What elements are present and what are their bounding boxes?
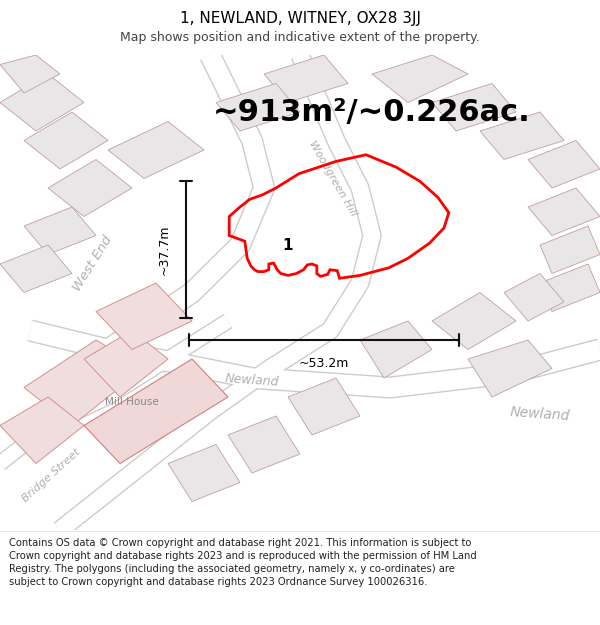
Polygon shape [108, 121, 204, 179]
Polygon shape [0, 397, 84, 464]
Polygon shape [84, 359, 228, 464]
Text: ~913m²/~0.226ac.: ~913m²/~0.226ac. [213, 98, 531, 126]
Polygon shape [504, 274, 564, 321]
Polygon shape [432, 84, 516, 131]
Polygon shape [540, 264, 600, 311]
Text: Mill House: Mill House [105, 397, 159, 407]
Text: 1: 1 [283, 238, 293, 252]
Polygon shape [0, 245, 72, 292]
Polygon shape [288, 378, 360, 435]
Text: West End: West End [71, 234, 115, 294]
Polygon shape [24, 112, 108, 169]
Polygon shape [0, 55, 60, 93]
Polygon shape [468, 340, 552, 397]
Polygon shape [228, 416, 300, 473]
Polygon shape [360, 321, 432, 378]
Polygon shape [48, 159, 132, 216]
Polygon shape [540, 226, 600, 274]
Polygon shape [372, 55, 468, 102]
Text: Map shows position and indicative extent of the property.: Map shows position and indicative extent… [120, 31, 480, 44]
Text: Newland: Newland [224, 372, 280, 389]
Polygon shape [432, 292, 516, 349]
Text: ~53.2m: ~53.2m [299, 357, 349, 369]
Text: Woodgreen Hill: Woodgreen Hill [307, 139, 359, 218]
Text: 1, NEWLAND, WITNEY, OX28 3JJ: 1, NEWLAND, WITNEY, OX28 3JJ [179, 11, 421, 26]
Polygon shape [528, 188, 600, 236]
Polygon shape [24, 207, 96, 254]
Polygon shape [96, 283, 192, 349]
Polygon shape [0, 74, 84, 131]
Text: Contains OS data © Crown copyright and database right 2021. This information is : Contains OS data © Crown copyright and d… [9, 538, 477, 588]
Polygon shape [480, 112, 564, 159]
Text: Newland: Newland [509, 404, 571, 422]
Text: Bridge Street: Bridge Street [20, 447, 82, 504]
Polygon shape [24, 340, 144, 426]
Polygon shape [216, 84, 300, 131]
Text: ~37.7m: ~37.7m [158, 224, 171, 275]
Polygon shape [168, 444, 240, 501]
Polygon shape [84, 331, 168, 397]
Polygon shape [528, 141, 600, 188]
Polygon shape [264, 55, 348, 102]
